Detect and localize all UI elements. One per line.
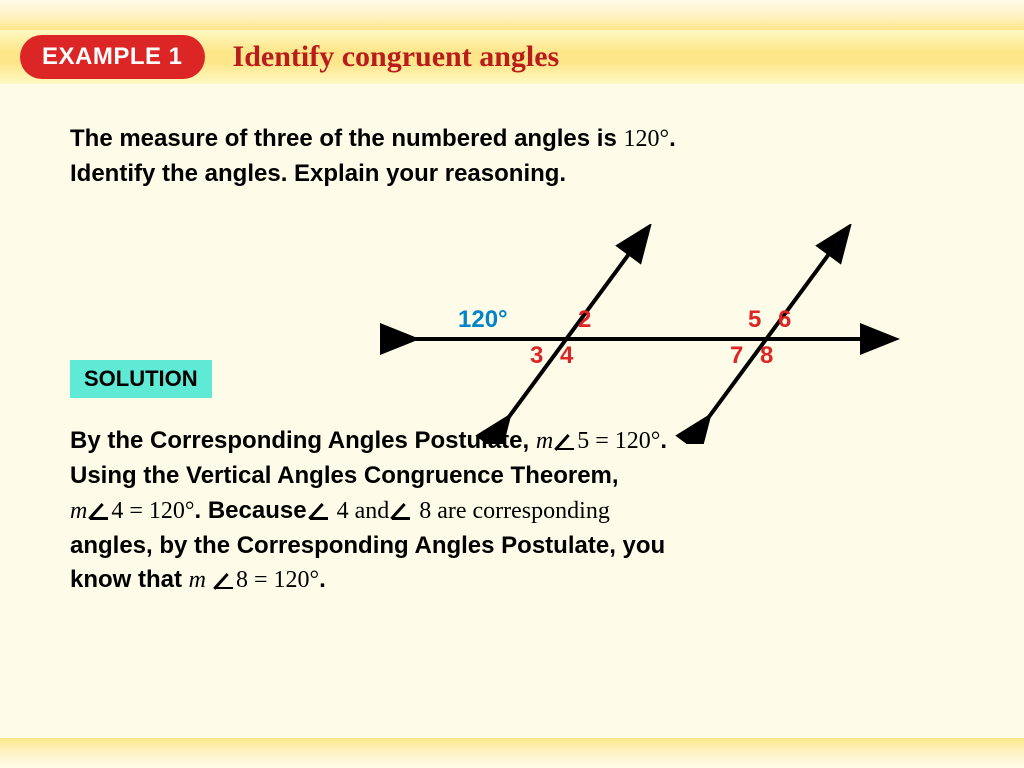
- diagram-label-4: 4: [560, 342, 573, 370]
- heading-title: Identify congruent angles: [233, 40, 560, 74]
- sol-t7: 4 = 120°: [111, 498, 194, 524]
- diagram-label-3: 3: [530, 342, 543, 370]
- diagram-label-7: 7: [730, 342, 743, 370]
- angle-icon: [556, 434, 574, 450]
- sol-t8: . Because: [194, 497, 306, 524]
- angle-icon: [310, 504, 328, 520]
- example-badge: EXAMPLE 1: [20, 35, 205, 79]
- problem-value: 120°: [623, 126, 669, 152]
- problem-line1c: .: [669, 125, 676, 152]
- bottom-gradient-bar: [0, 738, 1024, 768]
- diagram-label-2: 2: [578, 306, 591, 334]
- content-area: The measure of three of the numbered ang…: [0, 84, 1024, 738]
- solution-text: By the Corresponding Angles Postulate, m…: [70, 424, 954, 598]
- angles-diagram: 120° 2 3 4 5 6 7 8: [380, 224, 900, 444]
- problem-line2: Identify the angles. Explain your reason…: [70, 160, 566, 187]
- sol-t14: 8 = 120°: [236, 567, 319, 593]
- diagram-label-6: 6: [778, 306, 791, 334]
- sol-t15: .: [319, 566, 326, 593]
- angle-icon: [392, 504, 410, 520]
- sol-t12: know that: [70, 566, 189, 593]
- diagram-svg: [380, 224, 900, 444]
- sol-t5: Using the Vertical Angles Congruence The…: [70, 462, 619, 489]
- top-gradient-bar: [0, 0, 1024, 30]
- sol-t13: m: [189, 567, 212, 593]
- solution-badge: SOLUTION: [70, 360, 212, 398]
- diagram-label-8: 8: [760, 342, 773, 370]
- diagram-label-5: 5: [748, 306, 761, 334]
- header-bar: EXAMPLE 1 Identify congruent angles: [0, 30, 1024, 84]
- angle-icon: [90, 504, 108, 520]
- sol-t6: m: [70, 498, 87, 524]
- angle-icon: [215, 573, 233, 589]
- diagram-given-label: 120°: [458, 306, 508, 334]
- sol-t11: angles, by the Corresponding Angles Post…: [70, 532, 665, 559]
- problem-line1a: The measure of three of the numbered ang…: [70, 125, 623, 152]
- sol-t9: 4 and: [331, 498, 390, 524]
- problem-text: The measure of three of the numbered ang…: [70, 122, 954, 190]
- sol-t10: 8 are corresponding: [413, 498, 610, 524]
